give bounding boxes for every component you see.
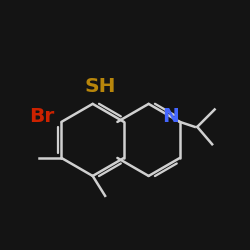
- Text: N: N: [162, 107, 180, 126]
- Text: Br: Br: [29, 107, 54, 126]
- Text: SH: SH: [84, 77, 116, 96]
